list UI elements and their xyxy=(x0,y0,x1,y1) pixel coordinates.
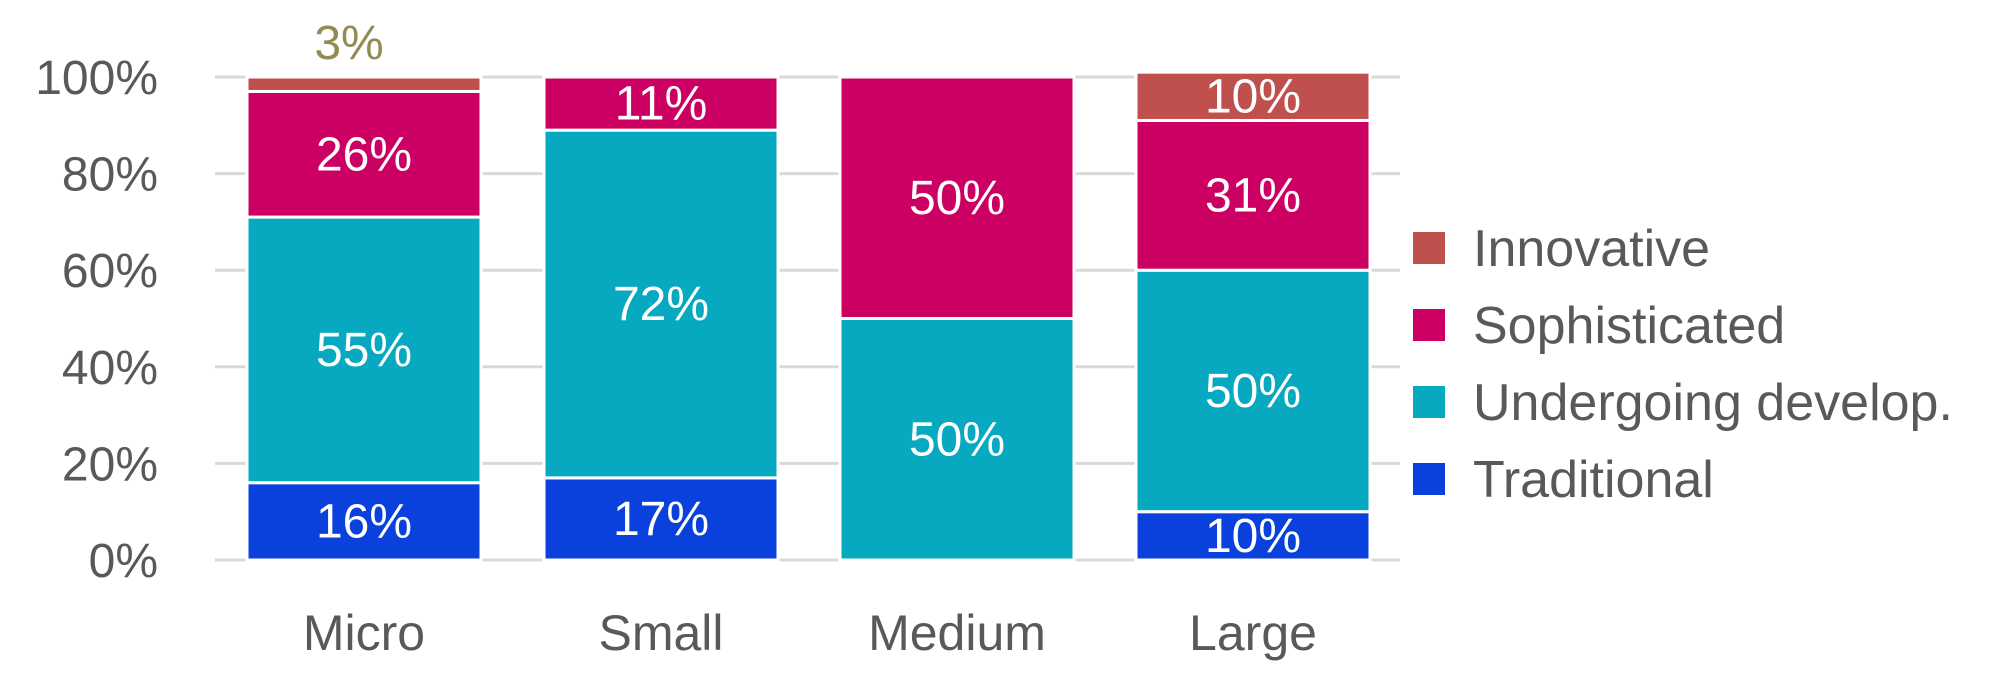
data-labels: 16% 55% 26% 3% 17% 72% 11% 50% 50% 10% 50% 31% 10% xyxy=(314,17,1301,563)
bars xyxy=(245,70,1372,562)
data-label: 10% xyxy=(1205,70,1301,123)
data-label: 50% xyxy=(909,413,1005,466)
data-label: 3% xyxy=(314,17,383,70)
data-label: 11% xyxy=(615,78,708,131)
legend-label: Innovative xyxy=(1473,220,1710,278)
legend-swatch xyxy=(1413,309,1445,341)
bar-segment xyxy=(245,75,483,93)
data-label: 55% xyxy=(316,324,412,377)
bar-segment xyxy=(245,215,483,485)
bar-segment xyxy=(245,89,483,219)
category-label: Large xyxy=(1189,605,1317,661)
bar-segment xyxy=(1134,268,1372,514)
bar-segment xyxy=(542,128,780,480)
legend: Innovative Sophisticated Undergoing develo… xyxy=(1413,220,1953,509)
legend-swatch xyxy=(1413,232,1445,264)
bar-segment xyxy=(838,317,1076,562)
data-label: 17% xyxy=(613,493,709,546)
bar-segment xyxy=(1134,70,1372,122)
bar-segment xyxy=(542,75,780,132)
bar-segment xyxy=(245,481,483,562)
category-label: Small xyxy=(598,605,723,661)
y-tick-label: 80% xyxy=(62,149,158,202)
y-axis-ticks: 0% 20% 40% 60% 80% 100% xyxy=(35,52,158,588)
data-label: 16% xyxy=(316,495,412,548)
y-tick-label: 60% xyxy=(62,245,158,298)
legend-label: Traditional xyxy=(1473,451,1714,509)
category-label: Micro xyxy=(303,605,425,661)
data-label: 10% xyxy=(1205,510,1301,563)
y-tick-label: 0% xyxy=(89,535,158,588)
legend-swatch xyxy=(1413,463,1445,495)
data-label: 50% xyxy=(1205,365,1301,418)
y-tick-label: 40% xyxy=(62,342,158,395)
y-tick-label: 100% xyxy=(35,52,158,105)
y-tick-label: 20% xyxy=(62,438,158,491)
data-label: 50% xyxy=(909,172,1005,225)
data-label: 31% xyxy=(1205,169,1301,222)
bar-segment xyxy=(838,75,1076,320)
x-axis-categories: Micro Small Medium Large xyxy=(303,605,1317,661)
bar-segment xyxy=(1134,118,1372,272)
legend-swatch xyxy=(1413,386,1445,418)
legend-label: Sophisticated xyxy=(1473,297,1785,355)
data-label: 72% xyxy=(613,278,709,331)
category-label: Medium xyxy=(868,605,1046,661)
legend-label: Undergoing develop. xyxy=(1473,374,1953,432)
data-label: 26% xyxy=(316,128,412,181)
